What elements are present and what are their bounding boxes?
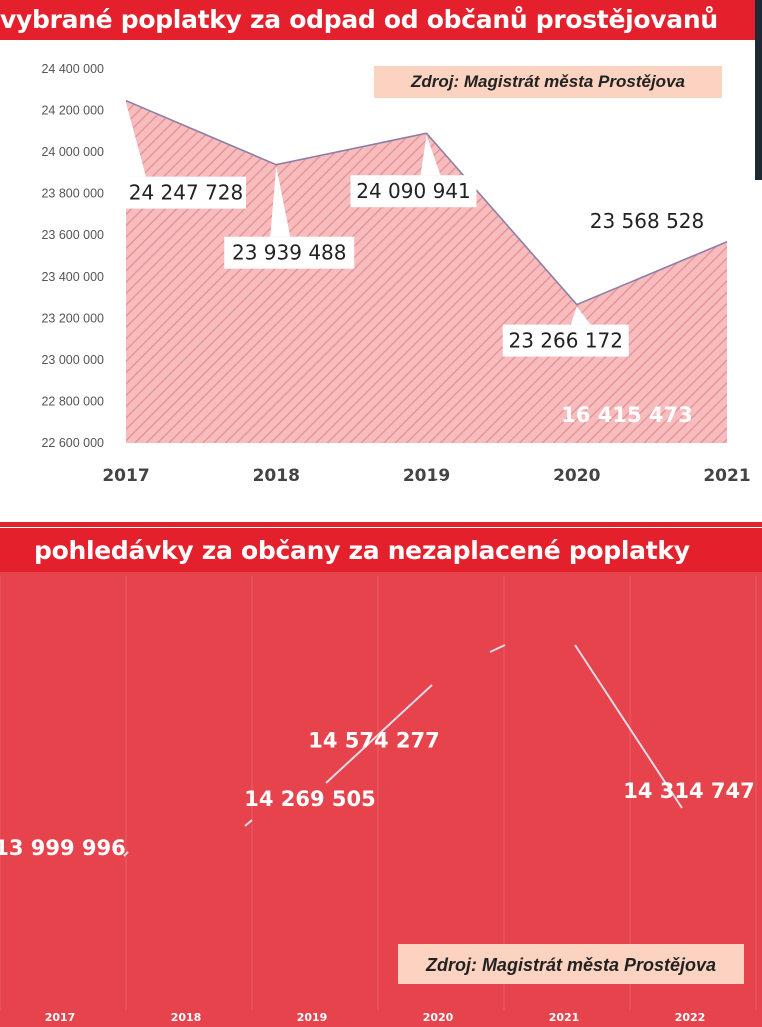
data-callout: 24 247 728 [126, 102, 246, 209]
chart1-svg: 22 600 000 22 800 000 23 000 000 23 200 000… [41, 62, 750, 486]
divider [0, 522, 762, 527]
x-tick-label: 2017 [102, 466, 149, 486]
chart2-source-note: Zdroj: Magistrát města Prostějova [398, 944, 744, 984]
data-label: 24 090 941 [356, 179, 471, 203]
y-tick-label: 23 800 000 [41, 187, 104, 201]
x-tick-label: 2019 [297, 1011, 328, 1024]
data-callout: 23 568 528 [584, 205, 710, 236]
data-label: 14 269 505 [244, 787, 376, 811]
data-callout: 24 090 941 [350, 135, 477, 208]
data-label: 14 314 747 [623, 779, 755, 803]
leader-line [123, 851, 129, 857]
leader-line [574, 644, 683, 809]
data-label: 24 247 728 [129, 181, 244, 205]
callout-box [584, 205, 710, 236]
data-label: 16 013 141 [432, 477, 564, 501]
data-label: 14 574 277 [308, 729, 440, 753]
x-tick-label: 2020 [423, 1011, 454, 1024]
callout-pointer [270, 166, 291, 237]
series-line [125, 99, 728, 306]
y-tick-label: 24 200 000 [41, 104, 104, 118]
scrollbar[interactable] [755, 0, 762, 180]
x-tick-label: 2022 [675, 1011, 706, 1024]
x-tick-label: 2017 [45, 1011, 76, 1024]
data-callout: 23 266 172 [502, 306, 629, 357]
callout-pointer [420, 135, 441, 176]
x-tick-label: 2018 [253, 466, 300, 486]
leader-line [244, 819, 253, 827]
x-tick-label: 2020 [553, 466, 600, 486]
y-tick-label: 24 000 000 [41, 145, 104, 159]
data-label: 23 568 528 [590, 209, 705, 233]
x-tick-label: 2019 [403, 466, 450, 486]
x-tick-label: 2021 [703, 466, 750, 486]
chart1-source-note: Zdroj: Magistrát města Prostějova [374, 66, 722, 98]
data-label: 13 999 996 [0, 836, 126, 860]
callout-box [502, 324, 629, 357]
data-label: 23 266 172 [508, 329, 623, 353]
y-tick-label: 23 200 000 [41, 311, 104, 325]
callout-box [224, 236, 355, 269]
y-tick-label: 22 800 000 [41, 394, 104, 408]
x-tick-label: 2021 [549, 1011, 580, 1024]
y-tick-label: 24 400 000 [41, 62, 104, 76]
callout-box [350, 175, 477, 208]
callout-pointer [126, 102, 146, 177]
y-tick-label: 23 400 000 [41, 270, 104, 284]
chart1-title: vybrané poplatky za odpad od občanů pros… [0, 0, 762, 40]
y-tick-label: 23 600 000 [41, 228, 104, 242]
chart2-title: pohledávky za občany za nezaplacené popl… [0, 528, 762, 572]
data-label: 23 939 488 [232, 241, 347, 265]
x-tick-label: 2018 [171, 1011, 202, 1024]
y-tick-label: 23 000 000 [41, 353, 104, 367]
y-tick-label: 22 600 000 [41, 436, 104, 450]
callout-box [126, 176, 246, 209]
data-callout: 23 939 488 [224, 166, 355, 269]
data-label: 16 415 473 [561, 403, 693, 427]
leader-line [489, 644, 506, 653]
callout-pointer [570, 306, 591, 325]
leader-line [325, 684, 433, 784]
